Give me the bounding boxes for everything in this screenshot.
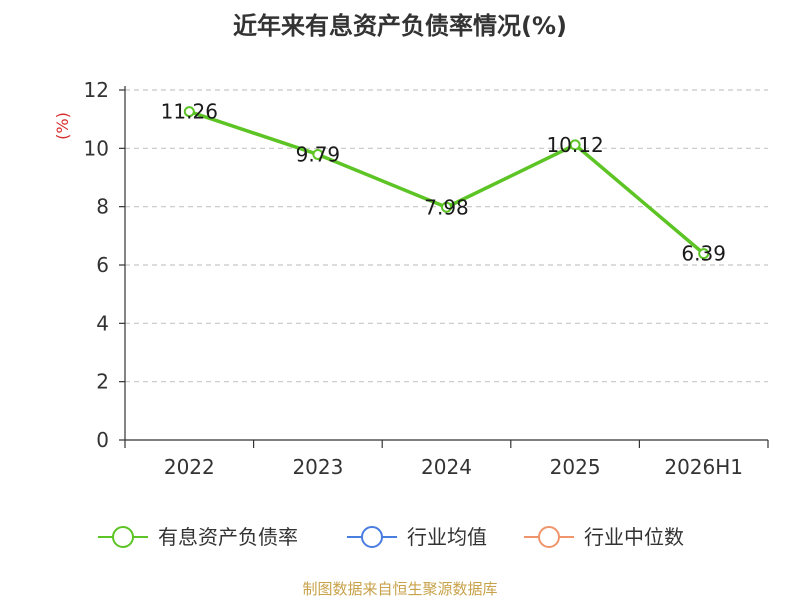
x-tick-label: 2022 <box>164 455 215 479</box>
source-note: 制图数据来自恒生聚源数据库 <box>302 580 497 598</box>
data-point <box>569 139 581 151</box>
y-tick-label: 12 <box>84 78 109 102</box>
x-tick-label: 2023 <box>292 455 343 479</box>
legend-label: 行业均值 <box>407 525 487 549</box>
data-point <box>441 201 452 213</box>
data-label: 7.98 <box>424 195 469 219</box>
legend-item[interactable]: 行业均值 <box>347 525 487 549</box>
y-tick-label: 10 <box>84 136 109 160</box>
x-axis-ticks: 2022 2023 2024 2025 2026H1 <box>124 440 769 479</box>
legend-marker-icon <box>361 526 383 548</box>
x-tick-label: 2025 <box>550 455 601 479</box>
legend-marker-icon <box>538 526 560 548</box>
y-tick-label: 8 <box>96 195 109 219</box>
legend-marker-icon <box>112 526 134 548</box>
y-tick-label: 4 <box>96 311 109 335</box>
data-label: 10.12 <box>546 133 603 157</box>
legend-item[interactable]: 有息资产负债率 <box>98 525 298 549</box>
data-point <box>183 106 195 118</box>
y-tick-label: 0 <box>96 428 109 452</box>
y-axis-ticks: 0 2 4 6 8 10 12 <box>84 78 125 452</box>
data-label: 11.26 <box>161 100 218 124</box>
y-tick-label: 6 <box>96 253 109 277</box>
grid-lines <box>125 89 768 383</box>
data-label: 6.39 <box>681 242 726 266</box>
data-point <box>312 148 324 160</box>
series-layer: 11.26 9.79 7.98 10.12 6.39 <box>161 100 726 266</box>
chart-title: 近年来有息资产负债率情况(%) <box>233 12 567 40</box>
series-line <box>187 109 706 256</box>
y-tick-label: 2 <box>96 370 109 394</box>
x-tick-label: 2024 <box>421 455 472 479</box>
data-label: 9.79 <box>296 142 341 166</box>
y-axis-unit-label: (%) <box>53 112 72 140</box>
x-tick-label: 2026H1 <box>664 455 743 479</box>
legend-item[interactable]: 行业中位数 <box>524 525 684 549</box>
legend[interactable]: 有息资产负债率 行业均值 行业中位数 <box>98 525 684 549</box>
legend-label: 行业中位数 <box>584 525 684 549</box>
data-point <box>698 248 710 260</box>
legend-label: 有息资产负债率 <box>158 525 298 549</box>
axes <box>124 86 768 441</box>
